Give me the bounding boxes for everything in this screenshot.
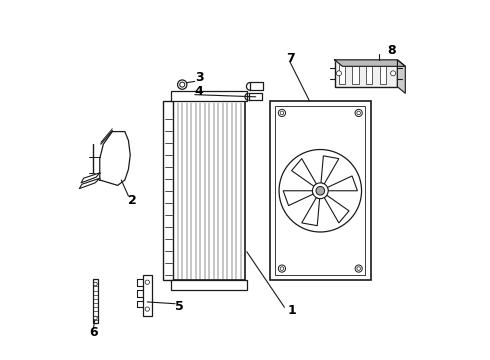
Circle shape [278, 265, 286, 272]
Bar [275, 107, 365, 275]
Polygon shape [292, 159, 317, 186]
Circle shape [357, 267, 361, 270]
Bar [173, 101, 245, 280]
Circle shape [391, 71, 395, 76]
Circle shape [94, 282, 97, 286]
Bar [172, 91, 247, 101]
Polygon shape [324, 195, 349, 223]
Circle shape [94, 316, 97, 320]
Circle shape [280, 267, 284, 270]
Circle shape [355, 265, 362, 272]
Circle shape [145, 307, 149, 311]
Circle shape [337, 71, 342, 76]
Bar [270, 101, 370, 280]
Text: 2: 2 [128, 194, 136, 207]
Text: 7: 7 [287, 51, 295, 64]
Circle shape [180, 82, 185, 87]
Circle shape [279, 149, 362, 232]
Bar [380, 63, 386, 84]
Circle shape [278, 109, 286, 117]
Circle shape [280, 111, 284, 115]
Circle shape [357, 111, 361, 115]
Polygon shape [321, 156, 339, 184]
Polygon shape [302, 198, 319, 226]
Text: 8: 8 [387, 44, 396, 57]
Polygon shape [100, 132, 130, 185]
Bar [172, 280, 247, 291]
Text: 4: 4 [195, 85, 203, 98]
Bar [366, 63, 372, 84]
Text: 1: 1 [287, 305, 296, 318]
Circle shape [355, 109, 362, 117]
Circle shape [145, 280, 149, 284]
Polygon shape [397, 60, 405, 93]
Bar [143, 275, 152, 316]
Bar [339, 63, 345, 84]
Bar [352, 63, 359, 84]
Circle shape [316, 186, 324, 195]
Text: 6: 6 [89, 325, 98, 338]
Bar [163, 101, 173, 280]
Polygon shape [335, 60, 405, 66]
Text: 3: 3 [195, 71, 203, 84]
Polygon shape [79, 178, 100, 189]
Bar [93, 279, 98, 323]
Bar [335, 60, 397, 87]
Polygon shape [81, 173, 100, 183]
Circle shape [177, 80, 187, 89]
Polygon shape [283, 191, 313, 206]
Circle shape [313, 183, 328, 199]
Polygon shape [327, 176, 357, 191]
Text: 5: 5 [175, 300, 184, 313]
